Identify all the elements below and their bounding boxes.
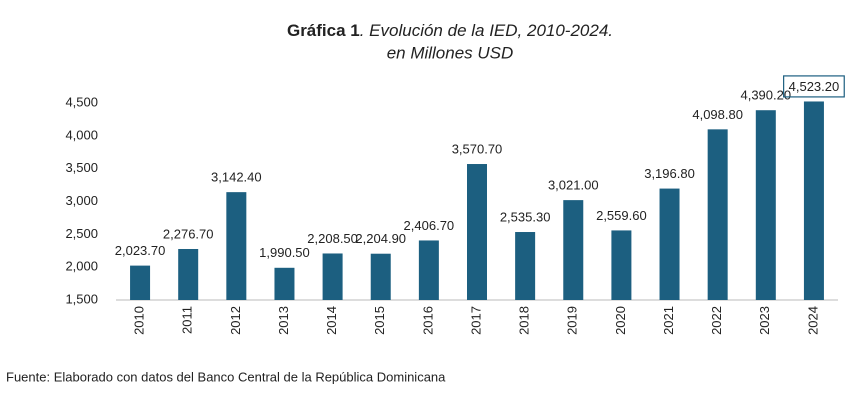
value-label: 1,990.50 <box>259 245 310 260</box>
value-label: 2,208.50 <box>307 231 358 246</box>
chart-subtitle: en Millones USD <box>387 43 514 62</box>
value-label: 2,276.70 <box>163 226 214 241</box>
x-tick-label: 2022 <box>709 306 724 335</box>
value-label: 3,570.70 <box>452 141 503 156</box>
bar <box>611 230 632 300</box>
x-tick-label: 2015 <box>372 306 387 335</box>
title-main: Gráfica 1 <box>287 21 360 40</box>
bar <box>274 267 295 300</box>
x-tick-label: 2011 <box>180 306 195 334</box>
bar <box>803 101 824 300</box>
x-tick-label: 2021 <box>661 306 676 335</box>
bar <box>659 188 680 300</box>
value-label: 3,021.00 <box>548 178 599 193</box>
x-tick-label: 2019 <box>565 306 580 335</box>
value-label: 4,523.20 <box>789 79 840 94</box>
bar <box>370 253 391 300</box>
bar <box>178 248 199 300</box>
y-tick-label: 3,500 <box>65 160 98 175</box>
y-tick-label: 2,000 <box>65 259 98 274</box>
value-label: 2,406.70 <box>404 218 455 233</box>
bar <box>467 164 487 300</box>
chart-title: Gráfica 1. Evolución de la IED, 2010-202… <box>287 21 613 40</box>
x-tick-label: 2010 <box>132 306 147 335</box>
bar <box>563 200 584 300</box>
value-label: 2,204.90 <box>355 231 406 246</box>
value-label-box <box>783 75 845 98</box>
bar <box>418 240 439 300</box>
x-tick-label: 2012 <box>228 306 243 335</box>
x-tick-label: 2023 <box>757 306 772 335</box>
y-tick-label: 3,000 <box>65 193 98 208</box>
bar <box>322 253 343 300</box>
y-tick-label: 2,500 <box>65 226 98 241</box>
x-tick-label: 2024 <box>805 306 820 335</box>
y-tick-label: 1,500 <box>65 291 98 306</box>
title-rest: . Evolución de la IED, 2010-2024. <box>360 21 613 40</box>
source-note: Fuente: Elaborado con datos del Banco Ce… <box>6 369 446 384</box>
value-label: 2,559.60 <box>596 208 647 223</box>
y-tick-label: 4,000 <box>65 127 98 142</box>
x-tick-label: 2014 <box>324 306 339 335</box>
value-label: 4,390.20 <box>740 88 791 103</box>
value-label: 3,196.80 <box>644 166 695 181</box>
bar <box>226 192 247 300</box>
x-tick-label: 2013 <box>276 306 291 335</box>
bar <box>755 110 776 300</box>
x-tick-label: 2018 <box>517 306 532 335</box>
x-tick-label: 2017 <box>468 306 483 335</box>
x-tick-label: 2020 <box>613 306 628 335</box>
value-label: 3,142.40 <box>211 170 262 185</box>
bar <box>130 265 151 300</box>
value-label: 4,098.80 <box>692 107 743 122</box>
bar <box>515 232 536 300</box>
bar <box>707 129 728 300</box>
x-tick-label: 2016 <box>420 306 435 335</box>
y-tick-label: 4,500 <box>65 94 98 109</box>
value-label: 2,023.70 <box>115 243 166 258</box>
value-label: 2,535.30 <box>500 209 551 224</box>
